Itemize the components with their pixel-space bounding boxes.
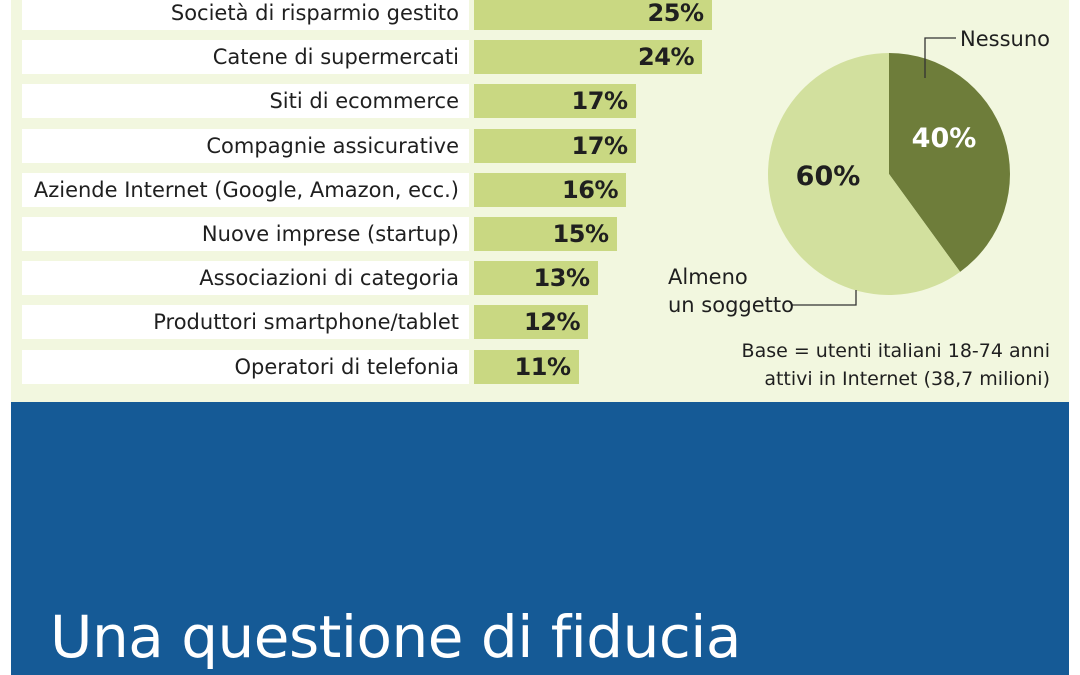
- pie-value-label: 40%: [912, 123, 977, 154]
- bar-value-label: 17%: [571, 131, 628, 160]
- pie-leader-line: [924, 37, 956, 78]
- bar-value-label: 17%: [571, 87, 628, 116]
- pie-slice-label-line-2: un soggetto: [668, 293, 794, 317]
- bar-row: Operatori di telefonia 11%: [22, 349, 579, 384]
- pie-slice: [889, 53, 1010, 272]
- title-banner: [11, 402, 1069, 675]
- bar-category-label: Società di risparmio gestito: [22, 0, 469, 30]
- bar-value-label: 12%: [524, 308, 580, 337]
- bar-value-label: 11%: [514, 352, 571, 381]
- pie-slice-label: Nessuno: [960, 27, 1050, 51]
- bar-value-label: 24%: [638, 43, 694, 72]
- base-note-line-2: attivi in Internet (38,7 milioni): [764, 368, 1050, 390]
- bar-category-label: Associazioni di categoria: [22, 261, 469, 296]
- pie-slice-label: Almeno un soggetto: [668, 263, 794, 319]
- bar: 11%: [474, 349, 579, 384]
- bar-row: Nuove imprese (startup) 15%: [22, 217, 617, 251]
- bar-row: Associazioni di categoria 13%: [22, 261, 598, 296]
- bar: 15%: [474, 217, 617, 251]
- bar: 17%: [474, 84, 636, 119]
- bar: 16%: [474, 172, 626, 207]
- pie-leader-line: [792, 290, 857, 306]
- headline: Una questione di fiducia: [50, 603, 741, 671]
- bar-value-label: 15%: [552, 220, 609, 248]
- bar-category-label: Operatori di telefonia: [22, 349, 469, 384]
- bar-category-label: Catene di supermercati: [22, 40, 469, 75]
- bar-value-label: 16%: [562, 175, 618, 204]
- bar-value-label: 13%: [533, 264, 590, 293]
- bar: 12%: [474, 305, 588, 340]
- bar-row: Società di risparmio gestito 25%: [22, 0, 712, 30]
- base-note-line-1: Base = utenti italiani 18-74 anni: [741, 340, 1050, 362]
- bar: 25%: [474, 0, 712, 30]
- pie-chart: 40% 60% Nessuno: [767, 27, 1050, 306]
- bar: 24%: [474, 40, 702, 75]
- bar-row: Produttori smartphone/tablet 12%: [22, 305, 588, 340]
- pie-value-label: 60%: [796, 161, 861, 192]
- bar-row: Catene di supermercati 24%: [22, 40, 702, 75]
- bar-category-label: Siti di ecommerce: [22, 84, 469, 119]
- bar: 17%: [474, 128, 636, 163]
- bar-category-label: Aziende Internet (Google, Amazon, ecc.): [22, 172, 469, 207]
- bar-row: Compagnie assicurative 17%: [22, 128, 636, 163]
- bar-category-label: Nuove imprese (startup): [22, 217, 469, 251]
- bar-value-label: 25%: [647, 0, 704, 27]
- bar-category-label: Produttori smartphone/tablet: [22, 305, 469, 340]
- bar-row: Aziende Internet (Google, Amazon, ecc.) 1…: [22, 172, 626, 207]
- bar-row: Siti di ecommerce 17%: [22, 84, 636, 119]
- pie-slice: [767, 53, 961, 295]
- pie-slice-label-line-1: Almeno: [668, 265, 748, 289]
- bar: 13%: [474, 261, 598, 296]
- bar-category-label: Compagnie assicurative: [22, 128, 469, 163]
